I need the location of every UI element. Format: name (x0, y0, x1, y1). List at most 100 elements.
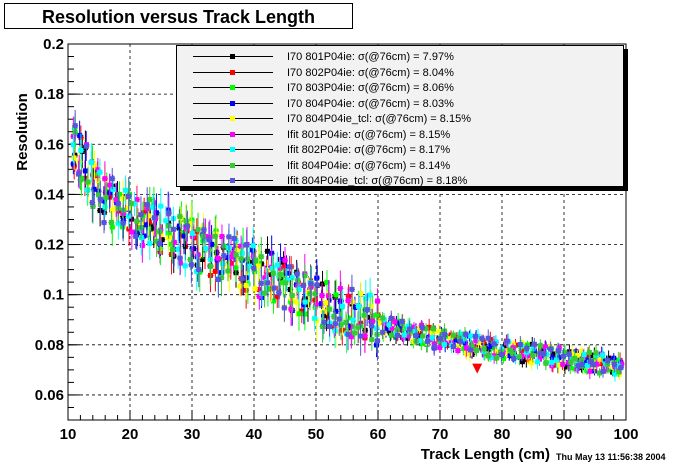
data-point (108, 219, 114, 225)
data-point (252, 286, 258, 292)
data-point (215, 277, 221, 283)
data-point (246, 263, 252, 269)
data-point (450, 332, 456, 338)
data-point (71, 142, 77, 148)
data-point (145, 213, 151, 219)
y-tick-label: 0.08 (35, 337, 64, 354)
data-point (270, 270, 276, 276)
data-point (612, 371, 618, 377)
data-point (374, 338, 380, 344)
x-tick-label: 90 (556, 426, 573, 443)
data-point (468, 333, 474, 339)
data-point (281, 264, 287, 270)
data-point (104, 188, 110, 194)
data-point (437, 336, 443, 342)
data-point (218, 274, 224, 280)
data-point (144, 222, 150, 228)
data-point (195, 227, 201, 233)
data-point (97, 169, 103, 175)
data-point (549, 355, 555, 361)
data-point (238, 256, 244, 262)
data-point (529, 360, 535, 366)
data-point (575, 363, 581, 369)
data-point (345, 331, 351, 337)
data-point (399, 318, 405, 324)
legend-marker (230, 85, 235, 90)
data-point (504, 348, 510, 354)
data-point (238, 243, 244, 249)
y-tick-label: 0.12 (35, 237, 64, 254)
data-point (511, 356, 517, 362)
data-point (501, 355, 507, 361)
data-point (457, 331, 463, 337)
data-point (462, 340, 468, 346)
data-point (518, 348, 524, 354)
data-point (498, 351, 504, 357)
data-point (225, 268, 231, 274)
data-point (549, 359, 555, 365)
data-point (132, 201, 138, 207)
data-point (436, 329, 442, 335)
data-point (553, 357, 559, 363)
data-point (476, 339, 482, 345)
data-point (188, 221, 194, 227)
data-point (101, 220, 107, 226)
data-point (116, 191, 122, 197)
data-point (611, 361, 617, 367)
data-point (337, 286, 343, 292)
data-point (171, 239, 177, 245)
data-point (560, 353, 566, 359)
data-point (588, 359, 594, 365)
data-point (324, 313, 330, 319)
data-point (195, 252, 201, 258)
data-point (188, 262, 194, 268)
data-point (394, 327, 400, 333)
data-point (420, 333, 426, 339)
data-point (77, 132, 83, 138)
data-point (517, 342, 523, 348)
timestamp: Thu May 13 11:56:38 2004 (556, 452, 666, 462)
data-point (437, 345, 443, 351)
data-point (97, 196, 103, 202)
data-point (281, 305, 287, 311)
data-point (228, 254, 234, 260)
data-point (463, 331, 469, 337)
data-point (77, 177, 83, 183)
data-point (166, 210, 172, 216)
chart-title: Resolution versus Track Length (4, 3, 353, 29)
data-point (525, 342, 531, 348)
data-point (302, 299, 308, 305)
data-point (383, 328, 389, 334)
data-point (480, 339, 486, 345)
data-point (600, 352, 606, 358)
data-point (312, 304, 318, 310)
legend-label: I70 804P04ie_tcl: σ(@76cm) = 8.15% (287, 113, 471, 125)
legend-entry: Ifit 804P04ie: σ(@76cm) = 8.14% (177, 158, 623, 174)
data-point (200, 233, 206, 239)
data-point (189, 230, 195, 236)
data-point (293, 299, 299, 305)
data-point (250, 243, 256, 249)
data-point (369, 337, 375, 343)
legend-entry: Ifit 802P04ie: σ(@76cm) = 8.17% (177, 142, 623, 158)
data-point (102, 176, 108, 182)
x-tick-label: 40 (246, 426, 263, 443)
data-point (84, 187, 90, 193)
data-point (556, 362, 562, 368)
data-point (401, 326, 407, 332)
data-point (339, 303, 345, 309)
data-point (271, 298, 277, 304)
data-point (326, 323, 332, 329)
data-point (314, 318, 320, 324)
data-point (245, 256, 251, 262)
data-point (71, 155, 77, 161)
data-point (144, 202, 150, 208)
data-point (138, 212, 144, 218)
data-point (256, 293, 262, 299)
data-point (586, 365, 592, 371)
data-point (249, 247, 255, 253)
x-tick-label: 10 (60, 426, 77, 443)
data-point (472, 333, 478, 339)
legend-label: Ifit 801P04ie: σ(@76cm) = 8.15% (287, 128, 451, 141)
data-point (463, 345, 469, 351)
